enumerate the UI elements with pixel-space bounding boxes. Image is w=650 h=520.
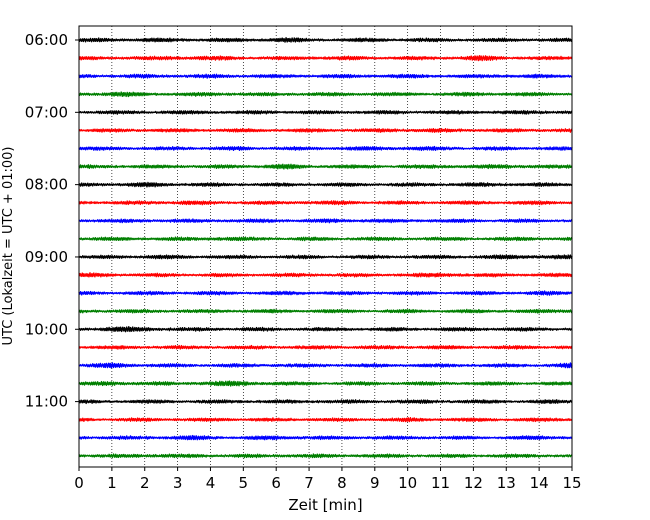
x-tick-label: 5	[239, 474, 249, 492]
x-tick-label: 13	[497, 474, 516, 492]
seismic-trace-row	[78, 272, 573, 278]
x-tick-label: 3	[173, 474, 183, 492]
seismic-trace-row	[78, 55, 573, 62]
plot-frame	[78, 25, 573, 468]
y-tick-label: 11:00	[25, 393, 68, 411]
x-tick-label: 10	[398, 474, 417, 492]
seismic-trace-row	[78, 254, 573, 260]
seismic-trace-row	[78, 399, 573, 405]
y-tick-label: 06:00	[25, 31, 68, 49]
seismic-trace-row	[78, 91, 573, 98]
x-tick-label: 0	[74, 474, 84, 492]
seismic-trace-row	[78, 326, 573, 333]
y-axis-ticks: 06:00 07:00 08:00 09:00 10:00 11:00	[25, 31, 79, 411]
seismic-trace-row	[78, 218, 573, 224]
seismic-trace-row	[78, 145, 573, 152]
seismic-traces	[78, 37, 573, 459]
x-tick-label: 2	[140, 474, 150, 492]
seismic-trace-row	[78, 73, 573, 79]
seismic-trace-row	[78, 434, 573, 441]
x-tick-label: 9	[370, 474, 380, 492]
seismic-trace-row	[78, 362, 573, 369]
x-axis-ticks: 0 1 2 3 4 5 6 7 8 9 10 11 12 13 14 15	[74, 467, 582, 492]
seismic-trace-row	[78, 109, 573, 115]
seismic-trace-row	[78, 417, 573, 423]
seismic-trace-row	[78, 344, 573, 350]
y-axis-label: UTC (Lokalzeit = UTC + 01:00)	[1, 147, 16, 346]
seismic-trace-row	[78, 181, 573, 188]
x-tick-label: 12	[464, 474, 483, 492]
x-tick-label: 6	[271, 474, 281, 492]
x-tick-label: 15	[562, 474, 581, 492]
x-tick-label: 7	[304, 474, 314, 492]
seismic-trace-row	[78, 380, 573, 387]
y-tick-label: 09:00	[25, 248, 68, 266]
x-tick-label: 8	[337, 474, 347, 492]
y-tick-label: 08:00	[25, 176, 68, 194]
x-axis-label: Zeit [min]	[288, 496, 362, 514]
seismic-trace-row	[78, 453, 573, 459]
x-tick-label: 11	[431, 474, 450, 492]
seismic-trace-row	[78, 290, 573, 296]
seismic-trace-row	[78, 236, 573, 242]
seismic-trace-row	[78, 163, 573, 170]
x-tick-label: 4	[206, 474, 216, 492]
seismic-trace-row	[78, 127, 573, 133]
y-tick-label: 10:00	[25, 320, 68, 338]
y-tick-label: 07:00	[25, 103, 68, 121]
seismic-trace-row	[78, 37, 573, 43]
x-tick-label: 14	[530, 474, 549, 492]
x-tick-label: 1	[107, 474, 117, 492]
seismic-trace-row	[78, 200, 573, 206]
seismic-trace-row	[78, 308, 573, 314]
